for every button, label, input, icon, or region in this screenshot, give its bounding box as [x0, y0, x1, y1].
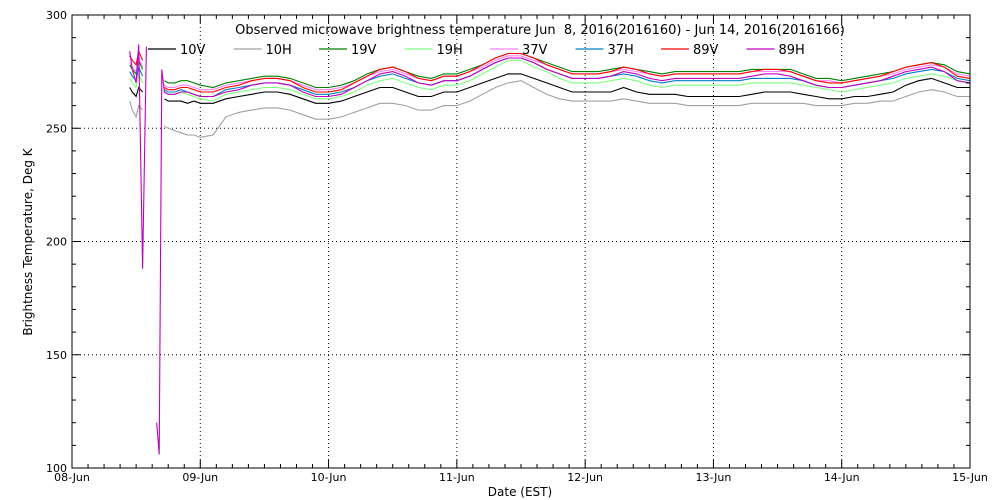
- legend-label-10V: 10V: [180, 43, 206, 58]
- x-tick-label: 14-Jun: [824, 471, 860, 484]
- y-tick-label: 250: [46, 122, 67, 135]
- legend-label-89H: 89H: [779, 43, 805, 58]
- y-axis-title: Brightness Temperature, Deg K: [21, 147, 35, 335]
- x-tick-label: 11-Jun: [439, 471, 475, 484]
- legend-label-10H: 10H: [266, 43, 292, 58]
- series-line-89V: [129, 49, 971, 93]
- x-tick-label: 08-Jun: [54, 471, 90, 484]
- legend-label-37H: 37H: [608, 43, 634, 58]
- legend-label-89V: 89V: [693, 43, 719, 58]
- series-line-89H: [129, 44, 971, 455]
- y-tick-label: 200: [46, 236, 67, 249]
- legend-label-19V: 19V: [351, 43, 377, 58]
- y-tick-label: 100: [46, 462, 67, 475]
- chart-title: Observed microwave brightness temperatur…: [235, 23, 845, 38]
- x-tick-label: 15-Jun: [952, 471, 988, 484]
- x-tick-label: 12-Jun: [567, 471, 603, 484]
- series-line-19V: [129, 52, 971, 89]
- x-tick-label: 13-Jun: [696, 471, 732, 484]
- y-tick-label: 300: [46, 9, 67, 22]
- y-tick-label: 150: [46, 349, 67, 362]
- x-axis-title: Date (EST): [488, 485, 552, 499]
- series-lines: [129, 44, 971, 455]
- x-tick-label: 09-Jun: [182, 471, 218, 484]
- x-tick-label: 10-Jun: [311, 471, 347, 484]
- series-line-19H: [129, 59, 971, 102]
- legend-label-19H: 19H: [437, 43, 463, 58]
- axis-ticks: 100 150 200 250 300 08-Jun 09-Jun 10-Jun 11-Jun 1…: [46, 9, 988, 484]
- grid-lines: [72, 15, 970, 468]
- legend-label-37V: 37V: [522, 43, 548, 58]
- legend: 10V 10H 19V 19H 37V 37H 89V 89H: [148, 43, 805, 58]
